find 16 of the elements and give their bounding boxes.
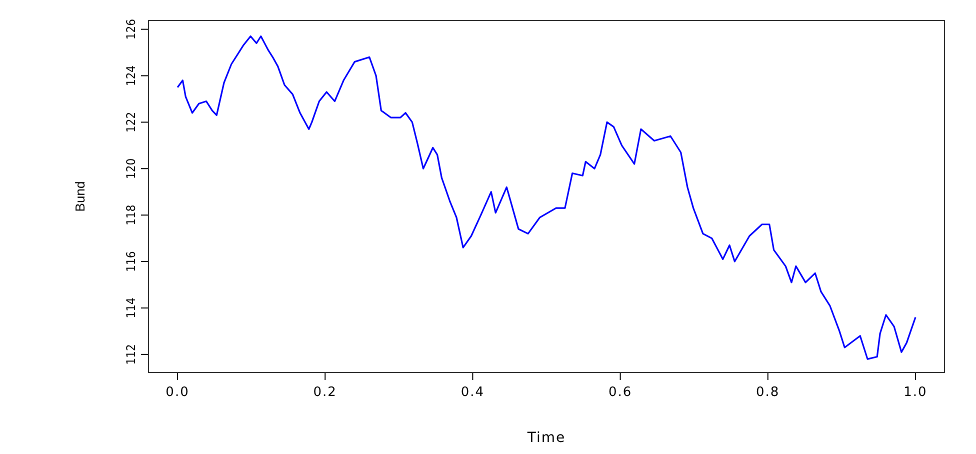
y-tick-label: 118 xyxy=(124,204,138,226)
y-tick-label: 122 xyxy=(124,112,138,132)
x-tick-label: 0.6 xyxy=(608,385,632,400)
x-axis-title: Time xyxy=(526,430,566,446)
y-tick-label: 112 xyxy=(124,344,138,365)
x-tick-label: 0.8 xyxy=(756,385,780,400)
x-tick-label: 1.0 xyxy=(904,385,928,400)
y-tick-label: 124 xyxy=(124,65,138,86)
y-tick-label: 116 xyxy=(124,251,138,272)
x-tick-label: 0.4 xyxy=(460,385,485,400)
x-tick-label: 0.2 xyxy=(313,385,337,400)
y-tick-label: 126 xyxy=(124,18,138,40)
x-tick-label: 0.0 xyxy=(166,385,190,400)
y-tick-label: 120 xyxy=(124,158,138,179)
y-axis-title: Bund xyxy=(72,181,88,212)
y-tick-label: 114 xyxy=(124,298,138,318)
